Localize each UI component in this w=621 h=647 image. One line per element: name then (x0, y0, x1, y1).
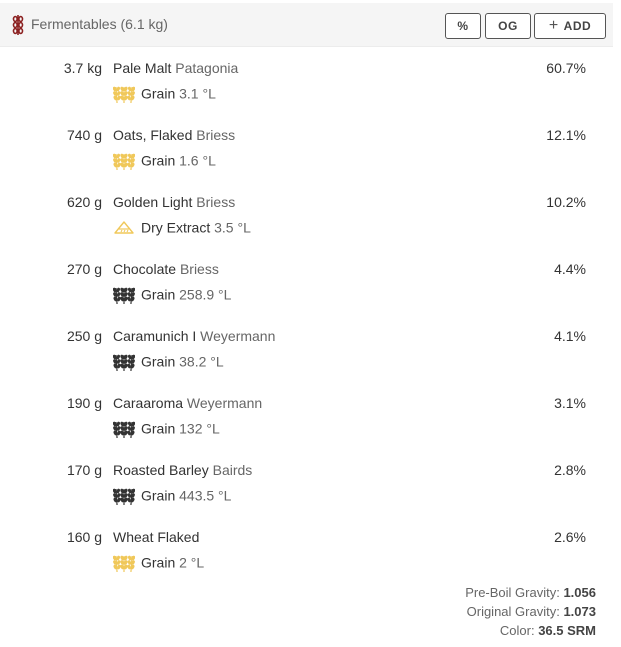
dark-grain-icon (112, 285, 136, 305)
fermentable-supplier: Briess (179, 261, 219, 277)
fermentable-name-text: Chocolate (113, 261, 177, 277)
fermentable-details: Grain 258.9 °L (112, 285, 232, 306)
fermentable-name-text: Roasted Barley (113, 462, 209, 478)
fermentable-color: 258.9 °L (179, 286, 232, 303)
fermentable-details: Grain 132 °L (112, 419, 220, 440)
grain-stalk-icon (12, 15, 24, 35)
fermentable-color: 1.6 °L (179, 152, 216, 169)
dark-grain-icon (112, 352, 136, 372)
fermentable-amount: 160 g (66, 529, 102, 545)
fermentable-name-text: Oats, Flaked (113, 127, 193, 143)
fermentable-color: 38.2 °L (179, 353, 224, 370)
fermentable-row[interactable]: 160 g Wheat Flaked 2.6% Grain 2 °L (0, 529, 613, 596)
add-button[interactable]: + ADD (534, 13, 606, 39)
fermentable-row[interactable]: 3.7 kg Pale Malt Patagonia 60.7% Grain 3… (0, 60, 613, 127)
pre-boil-gravity-label: Pre-Boil Gravity: (465, 585, 560, 600)
fermentables-title: Fermentables (6.1 kg) (31, 16, 168, 32)
fermentable-color: 443.5 °L (179, 487, 232, 504)
fermentable-details: Grain 38.2 °L (112, 352, 224, 373)
fermentable-percent: 4.4% (554, 261, 586, 277)
fermentable-type: Grain (141, 487, 176, 504)
fermentable-amount: 190 g (66, 395, 102, 411)
fermentable-row[interactable]: 190 g Caraaroma Weyermann 3.1% Grain 132… (0, 395, 613, 462)
beer-color-label: Color: (499, 623, 535, 638)
fermentable-name: Golden Light Briess (113, 194, 235, 210)
fermentable-name: Chocolate Briess (113, 261, 219, 277)
original-gravity-value: 1.073 (563, 604, 596, 619)
fermentables-header: Fermentables (6.1 kg) % OG + ADD (0, 3, 613, 47)
fermentable-percent: 12.1% (546, 127, 586, 143)
fermentable-percent: 10.2% (546, 194, 586, 210)
fermentable-name: Wheat Flaked (113, 529, 199, 545)
light-grain-icon (112, 553, 136, 573)
fermentable-name-text: Pale Malt (113, 60, 172, 76)
fermentable-name-text: Caraaroma (113, 395, 184, 411)
fermentable-row[interactable]: 250 g Caramunich I Weyermann 4.1% Grain … (0, 328, 613, 395)
fermentable-name: Caramunich I Weyermann (113, 328, 275, 344)
fermentable-name: Caraaroma Weyermann (113, 395, 262, 411)
fermentable-details: Grain 1.6 °L (112, 151, 216, 172)
pre-boil-gravity: Pre-Boil Gravity: 1.056 (465, 585, 596, 600)
dark-grain-icon (112, 486, 136, 506)
fermentable-row[interactable]: 740 g Oats, Flaked Briess 12.1% Grain 1.… (0, 127, 613, 194)
fermentable-amount: 250 g (66, 328, 102, 344)
fermentable-name: Roasted Barley Bairds (113, 462, 252, 478)
fermentable-percent: 60.7% (546, 60, 586, 76)
fermentable-details: Grain 2 °L (112, 553, 205, 574)
fermentable-type: Dry Extract (141, 219, 211, 236)
pre-boil-gravity-value: 1.056 (563, 585, 596, 600)
fermentable-color: 132 °L (179, 420, 220, 437)
fermentable-supplier: Briess (196, 127, 236, 143)
percent-button[interactable]: % (445, 13, 481, 39)
og-button[interactable]: OG (485, 13, 531, 39)
light-grain-icon (112, 84, 136, 104)
fermentable-percent: 2.8% (554, 462, 586, 478)
fermentable-type: Grain (141, 554, 176, 571)
fermentable-details: Grain 443.5 °L (112, 486, 232, 507)
fermentable-color: 3.1 °L (179, 85, 216, 102)
dark-grain-icon (112, 419, 136, 439)
fermentable-name: Pale Malt Patagonia (113, 60, 238, 76)
plus-icon: + (548, 17, 559, 34)
fermentable-name: Oats, Flaked Briess (113, 127, 235, 143)
fermentable-percent: 2.6% (554, 529, 586, 545)
fermentable-supplier: Bairds (212, 462, 253, 478)
beer-color-value: 36.5 SRM (538, 623, 596, 638)
fermentable-amount: 740 g (66, 127, 102, 143)
fermentable-supplier: Patagonia (175, 60, 239, 76)
original-gravity-label: Original Gravity: (466, 604, 560, 619)
light-grain-icon (112, 151, 136, 171)
fermentable-details: Grain 3.1 °L (112, 84, 216, 105)
original-gravity: Original Gravity: 1.073 (467, 604, 596, 619)
fermentable-color: 3.5 °L (214, 219, 251, 236)
fermentable-amount: 620 g (66, 194, 102, 210)
fermentable-type: Grain (141, 353, 176, 370)
fermentable-amount: 170 g (66, 462, 102, 478)
fermentable-percent: 4.1% (554, 328, 586, 344)
fermentable-supplier: Briess (196, 194, 236, 210)
fermentable-type: Grain (141, 420, 176, 437)
add-button-label: ADD (563, 19, 592, 33)
fermentable-supplier: Weyermann (200, 328, 276, 344)
fermentable-row[interactable]: 270 g Chocolate Briess 4.4% Grain 258.9 … (0, 261, 613, 328)
fermentable-type: Grain (141, 85, 176, 102)
dry-extract-icon (113, 218, 135, 238)
fermentable-amount: 3.7 kg (63, 60, 102, 76)
fermentable-type: Grain (141, 286, 176, 303)
fermentable-supplier: Weyermann (186, 395, 263, 411)
fermentable-row[interactable]: 620 g Golden Light Briess 10.2% Dry Extr… (0, 194, 613, 261)
fermentable-name-text: Golden Light (113, 194, 193, 210)
fermentable-name-text: Caramunich I (113, 328, 197, 344)
beer-color: Color: 36.5 SRM (500, 623, 596, 638)
fermentable-details: Dry Extract 3.5 °L (113, 219, 251, 239)
fermentable-row[interactable]: 170 g Roasted Barley Bairds 2.8% Grain 4… (0, 462, 613, 529)
fermentable-percent: 3.1% (554, 395, 586, 411)
fermentable-color: 2 °L (179, 554, 205, 571)
fermentable-name-text: Wheat Flaked (113, 529, 200, 545)
fermentable-amount: 270 g (66, 261, 102, 277)
fermentable-type: Grain (141, 152, 176, 169)
